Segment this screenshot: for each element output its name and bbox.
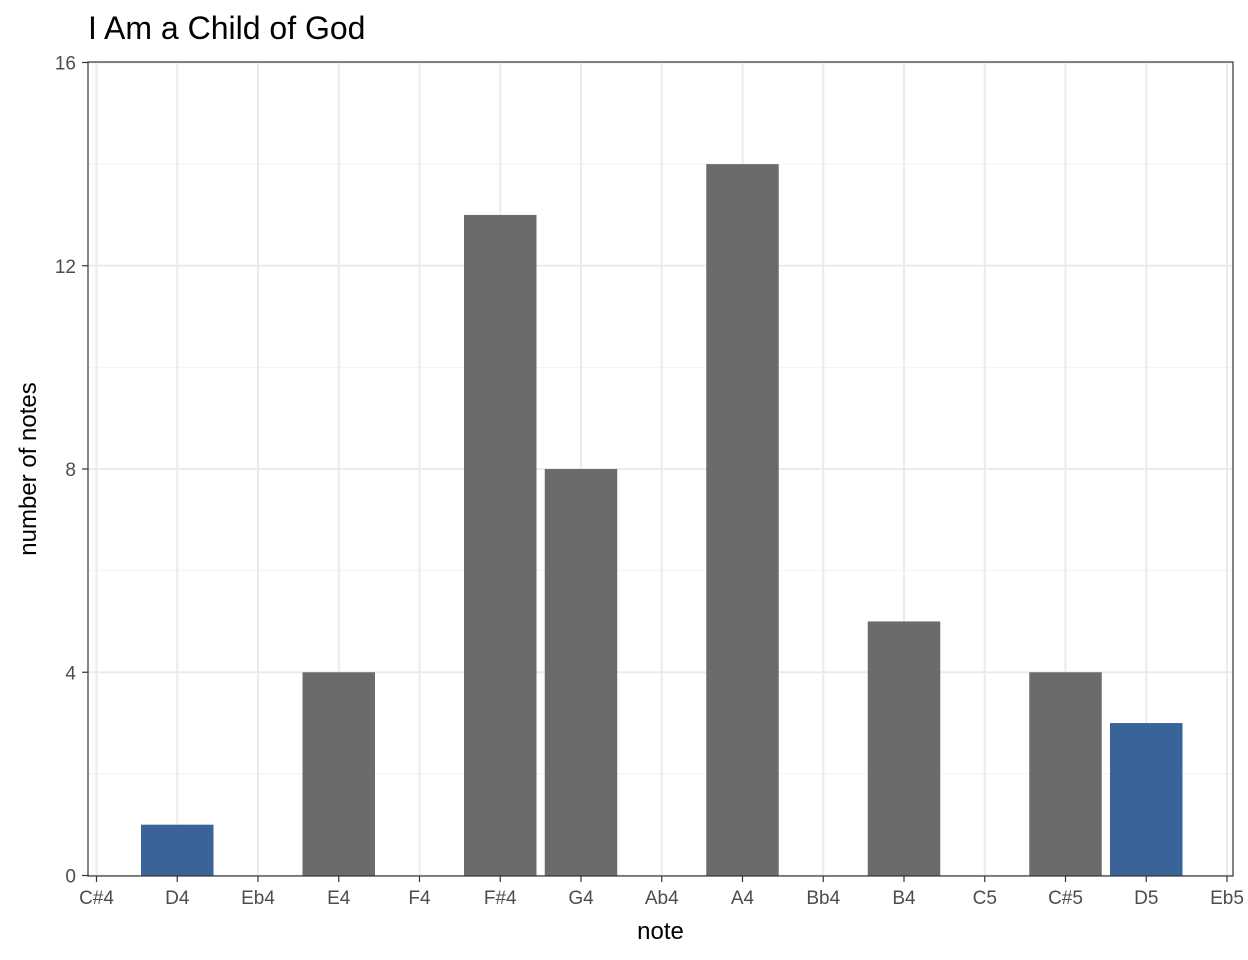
x-axis-title: note — [637, 918, 684, 945]
x-tick-label: D4 — [165, 888, 190, 909]
x-tick-label: F#4 — [484, 888, 517, 909]
y-axis: 0 4 8 12 16 — [55, 54, 88, 888]
bar-A4 — [706, 164, 779, 876]
y-tick-label: 0 — [65, 867, 76, 888]
y-axis-title: number of notes — [15, 382, 42, 555]
bar-F#4 — [464, 214, 537, 876]
x-axis: C#4 D4 Eb4 E4 F4 F#4 G4 Ab4 A4 Bb4 B4 C5 C#5 D5 Eb5 — [79, 876, 1244, 909]
y-tick-label: 4 — [65, 663, 76, 684]
x-tick-label: B4 — [892, 888, 916, 909]
bar-C#5 — [1029, 672, 1102, 876]
bar-E4 — [302, 672, 375, 876]
x-tick-label: Ab4 — [645, 888, 679, 909]
chart-title: I Am a Child of God — [88, 10, 365, 46]
x-tick-label: Eb4 — [241, 888, 275, 909]
x-tick-label: A4 — [731, 888, 755, 909]
bar-D5 — [1110, 723, 1183, 876]
x-tick-label: D5 — [1134, 888, 1158, 909]
y-tick-label: 16 — [55, 54, 76, 75]
bar-G4 — [544, 469, 618, 876]
x-tick-label: E4 — [327, 888, 351, 909]
bar-D4 — [141, 824, 214, 876]
y-tick-label: 8 — [65, 460, 76, 481]
x-tick-label: Bb4 — [806, 888, 840, 909]
x-tick-label: G4 — [568, 888, 594, 909]
bars — [141, 164, 1183, 876]
x-tick-label: C5 — [973, 888, 997, 909]
y-tick-label: 12 — [55, 257, 76, 278]
x-tick-label: C#4 — [79, 888, 114, 909]
bar-B4 — [867, 621, 941, 876]
x-tick-label: F4 — [408, 888, 431, 909]
x-tick-label: Eb5 — [1210, 888, 1244, 909]
x-tick-label: C#5 — [1048, 888, 1083, 909]
